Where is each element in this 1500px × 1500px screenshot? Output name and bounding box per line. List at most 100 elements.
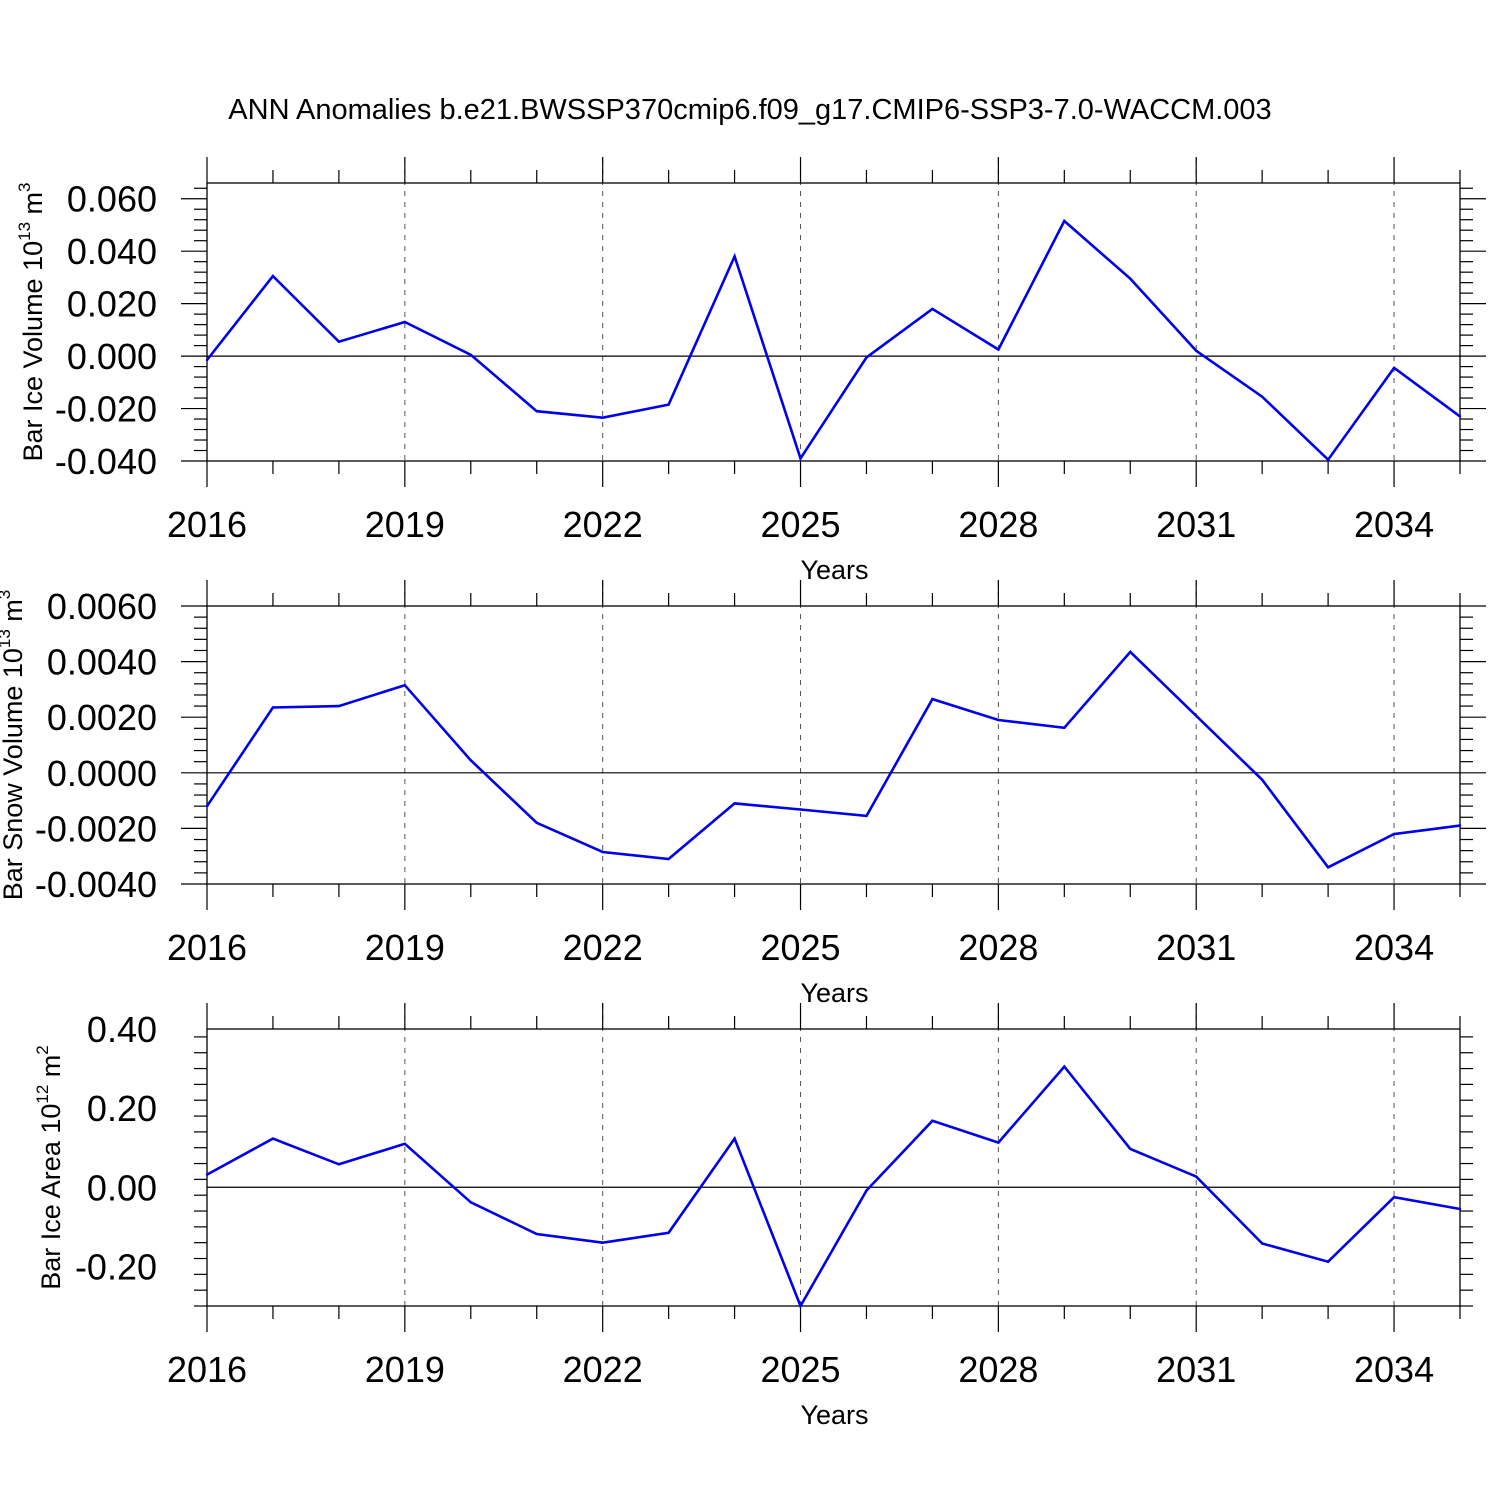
y-axis-title-part: Bar Snow Volume 10 <box>0 648 28 900</box>
data-point <box>601 416 604 419</box>
y-tick-label: -0.0040 <box>35 864 157 905</box>
data-point <box>469 1201 472 1204</box>
x-tick-label: 2031 <box>1156 1349 1236 1390</box>
x-tick-label: 2016 <box>167 927 247 968</box>
y-axis-title-part: Bar Ice Volume 10 <box>18 241 48 462</box>
x-tick-label: 2028 <box>958 1349 1038 1390</box>
data-point <box>271 706 275 709</box>
data-point <box>1129 277 1132 280</box>
data-point <box>799 808 802 811</box>
data-point <box>733 255 736 258</box>
figure-title: ANN Anomalies b.e21.BWSSP370cmip6.f09_g1… <box>228 94 1271 126</box>
data-point <box>1261 778 1264 781</box>
y-tick-label: 0.0040 <box>47 642 157 683</box>
x-tick-label: 2031 <box>1156 504 1236 545</box>
data-point <box>733 802 736 805</box>
x-tick-label: 2022 <box>563 504 643 545</box>
y-axis-title: Bar Ice Volume 1013 m3 <box>15 182 48 461</box>
x-tick-label: 2019 <box>365 504 445 545</box>
data-point <box>667 857 670 861</box>
chart-panel-1: 2016 2019 2022 2025 2028 2031 2034 -0.040 -0.020… <box>15 157 1486 585</box>
data-point <box>1392 832 1396 836</box>
data-point <box>667 1231 670 1235</box>
x-tick-label: 2025 <box>760 1349 840 1390</box>
y-tick-label: 0.040 <box>67 231 157 272</box>
y-axis-title: Bar Snow Volume 1013 m3 <box>0 590 28 901</box>
x-axis-title: Years <box>800 1400 868 1430</box>
x-tick-label: 2022 <box>563 927 643 968</box>
y-tick-label: 0.000 <box>67 336 157 377</box>
data-point <box>931 697 934 701</box>
data-point <box>271 1137 275 1140</box>
y-axis-title-part: m <box>36 1055 66 1085</box>
data-point <box>1063 726 1066 729</box>
data-point <box>1195 349 1198 352</box>
data-point <box>1129 1147 1132 1151</box>
y-tick-label: 0.0020 <box>47 697 157 738</box>
x-tick-label: 2034 <box>1354 1349 1434 1390</box>
data-point <box>205 1173 209 1176</box>
data-point <box>931 307 934 311</box>
y-tick-label: 0.0000 <box>47 753 157 794</box>
y-axis-title-superscript: 3 <box>15 182 34 191</box>
x-tick-label: 2019 <box>365 1349 445 1390</box>
data-point <box>1458 415 1462 418</box>
y-tick-label: -0.20 <box>75 1246 157 1287</box>
plot-frame <box>206 182 1461 462</box>
y-tick-label: -0.020 <box>55 389 157 430</box>
data-point <box>931 1119 934 1123</box>
data-point <box>205 358 209 362</box>
series-line <box>205 218 1461 462</box>
y-tick-label: 0.00 <box>87 1167 157 1208</box>
data-point <box>799 457 802 460</box>
data-point <box>403 1142 406 1146</box>
x-axis-title: Years <box>800 555 868 585</box>
x-tick-label: 2022 <box>563 1349 643 1390</box>
data-point <box>1326 1260 1330 1263</box>
data-point <box>1195 1175 1198 1178</box>
x-tick-label: 2016 <box>167 1349 247 1390</box>
chart-panel-3: 2016 2019 2022 2025 2028 2031 2034 -0.20 0.00 0.2… <box>33 1003 1473 1430</box>
data-point <box>997 1141 1000 1144</box>
y-axis-title-superscript: 12 <box>33 1085 52 1104</box>
y-axis-title-part: m <box>18 192 48 222</box>
data-point <box>469 353 472 356</box>
data-point <box>403 684 406 687</box>
data-point <box>997 348 1000 351</box>
x-tick-label: 2016 <box>167 504 247 545</box>
x-tick-label: 2034 <box>1354 927 1434 968</box>
data-point <box>865 1189 868 1192</box>
y-axis-title-part: m <box>0 599 28 629</box>
y-tick-label: -0.0020 <box>35 808 157 849</box>
data-point <box>1063 1065 1066 1068</box>
y-axis-title-superscript: 13 <box>0 629 14 648</box>
data-point <box>865 356 868 359</box>
data-point <box>601 1241 604 1244</box>
data-point <box>337 704 341 708</box>
plot-frame <box>206 605 1461 885</box>
y-axis-title-superscript: 2 <box>33 1045 52 1054</box>
data-point <box>799 1304 802 1308</box>
data-point <box>1392 1196 1396 1199</box>
data-point <box>1261 1242 1264 1245</box>
y-tick-label: 0.40 <box>87 1009 157 1050</box>
x-tick-label: 2025 <box>760 927 840 968</box>
data-point <box>1392 366 1396 370</box>
data-point <box>1326 458 1330 461</box>
x-tick-label: 2025 <box>760 504 840 545</box>
data-point <box>1458 824 1462 827</box>
data-point <box>271 274 275 278</box>
x-tick-label: 2019 <box>365 927 445 968</box>
data-point <box>1261 395 1264 398</box>
data-point <box>1063 219 1066 223</box>
data-point <box>1458 1207 1462 1211</box>
y-tick-label: 0.020 <box>67 284 157 325</box>
y-axis-title: Bar Ice Area 1012 m2 <box>33 1045 66 1290</box>
y-tick-label: 0.060 <box>67 179 157 220</box>
data-point <box>865 814 868 818</box>
x-tick-label: 2031 <box>1156 927 1236 968</box>
data-point <box>601 850 604 854</box>
y-tick-label: -0.040 <box>55 441 157 482</box>
data-point <box>535 410 538 413</box>
